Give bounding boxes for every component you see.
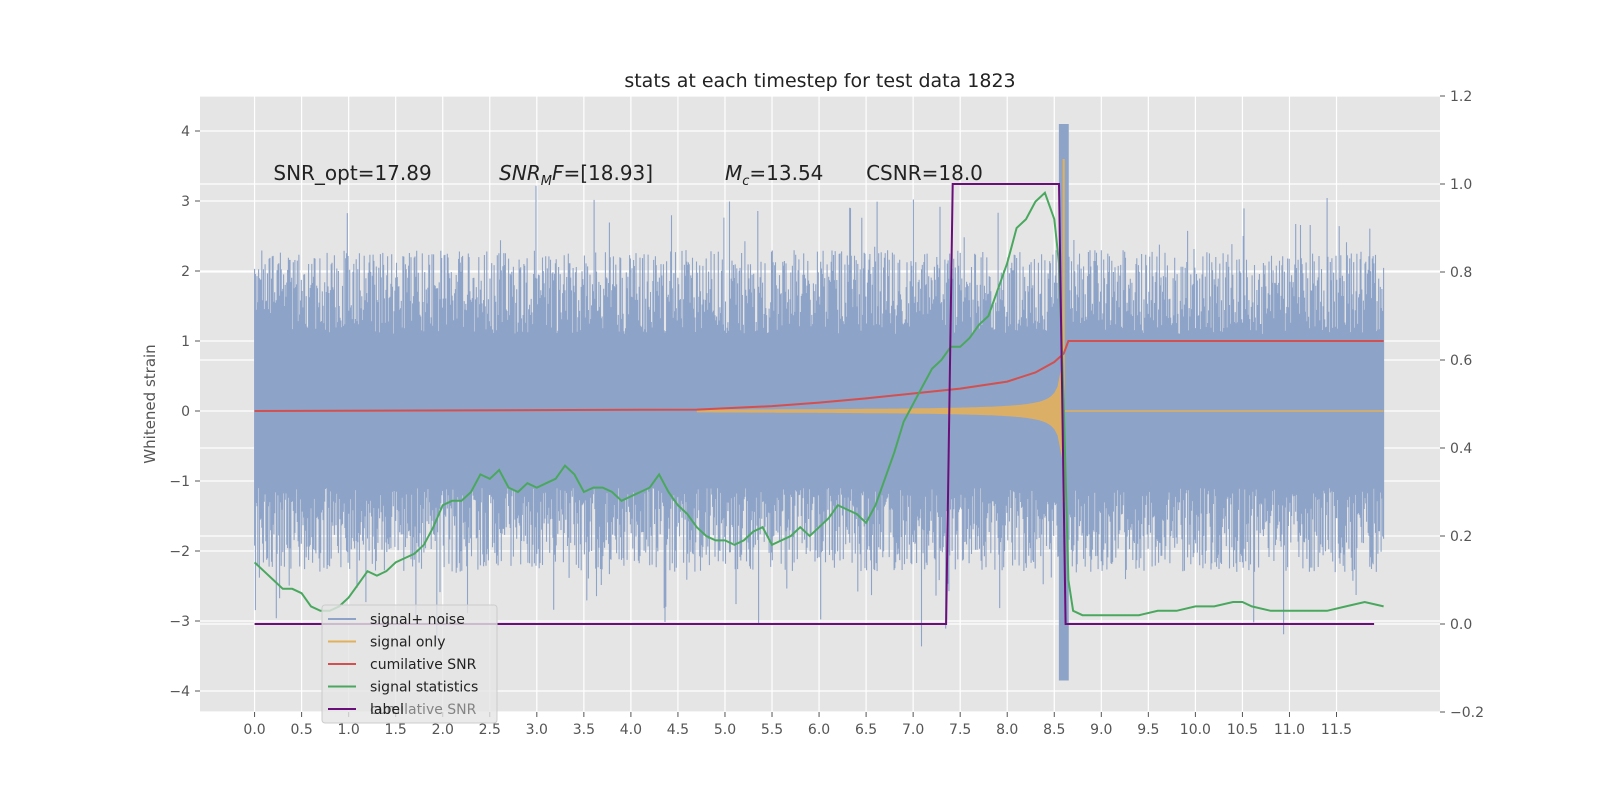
x-tick-label: 5.5: [761, 722, 783, 738]
y2-tick-label: −0.2: [1450, 705, 1484, 721]
legend-label: cumilative SNR: [370, 657, 477, 673]
x-tick-label: 6.0: [808, 722, 830, 738]
x-tick-label: 8.5: [1043, 722, 1065, 738]
annotations: SNR_opt=17.89 SNRMF=[18.93] Mc=13.54 CSNR=1…: [273, 161, 983, 189]
x-tick-label: 0.0: [243, 722, 265, 738]
y2-tick-label: 0.2: [1450, 529, 1472, 545]
x-tick-label: 3.5: [573, 722, 595, 738]
x-tick-label: 7.0: [902, 722, 924, 738]
y2-tick-label: 1.0: [1450, 177, 1472, 193]
y-tick-label: −4: [169, 684, 190, 700]
y2-tick-label: 1.2: [1450, 89, 1472, 105]
chirp-envelope: [696, 354, 1064, 468]
y-tick-label: 2: [181, 264, 190, 280]
x-tick-label: 0.5: [290, 722, 312, 738]
chart-title: stats at each timestep for test data 182…: [624, 70, 1015, 92]
x-tick-label: 11.5: [1321, 722, 1352, 738]
x-tick-label: 9.0: [1090, 722, 1112, 738]
x-tick-label: 3.0: [526, 722, 548, 738]
y-tick-label: 1: [181, 334, 190, 350]
y2-tick-label: 0.4: [1450, 441, 1472, 457]
series-cumilative-snr: [254, 340, 1384, 412]
x-tick-label: 4.5: [667, 722, 689, 738]
x-tick-label: 4.0: [620, 722, 642, 738]
x-tick-label: 2.0: [432, 722, 454, 738]
x-tick-label: 1.0: [338, 722, 360, 738]
y-tick-label: −3: [169, 614, 190, 630]
series-label: [254, 183, 1375, 625]
y2-ticks: 1.2 1.0 0.8 0.6 0.4 0.2 0.0 −0.2: [1440, 89, 1484, 721]
y-ticks: 4 3 2 1 0 −1 −2 −3 −4: [169, 124, 200, 700]
x-tick-label: 7.5: [949, 722, 971, 738]
x-tick-label: 8.0: [996, 722, 1018, 738]
legend-label: signal only: [370, 635, 445, 651]
x-ticks: 0.0 0.5 1.0 1.5 2.0 2.5 3.0 3.5 4.0 4.5 5.0 5.5 6.0 6…: [243, 712, 1352, 738]
y2-tick-label: 0.8: [1450, 265, 1472, 281]
series-signal-statistics: [253, 191, 1384, 617]
y-tick-label: −1: [169, 474, 190, 490]
x-tick-label: 2.5: [479, 722, 501, 738]
x-tick-label: 6.5: [855, 722, 877, 738]
legend-label: signal+ noise: [370, 612, 465, 628]
x-tick-label: 10.5: [1227, 722, 1258, 738]
y-tick-label: 3: [181, 194, 190, 210]
annotation: SNRMF=[18.93]: [499, 161, 653, 189]
annotation: Mc=13.54: [725, 161, 823, 189]
annotation: CSNR=18.0: [866, 161, 983, 185]
y-tick-label: −2: [169, 544, 190, 560]
legend-box: [321, 604, 498, 724]
y2-tick-label: 0.0: [1450, 617, 1472, 633]
y2-tick-label: 0.6: [1450, 353, 1472, 369]
legend-label: signal statistics: [370, 680, 478, 696]
x-tick-label: 11.0: [1274, 722, 1305, 738]
legend-label: label: [370, 702, 404, 718]
x-tick-label: 9.5: [1137, 722, 1159, 738]
x-tick-label: 5.0: [714, 722, 736, 738]
series-lines: [253, 183, 1384, 625]
legend-ghost-label: cumilative SNR: [370, 702, 477, 718]
y-tick-label: 0: [181, 404, 190, 420]
legend: signal+ noise signal only cumilative SNR si…: [321, 604, 498, 724]
x-tick-label: 1.5: [385, 722, 407, 738]
y-tick-label: 4: [181, 124, 190, 140]
x-tick-label: 10.0: [1180, 722, 1211, 738]
annotation: SNR_opt=17.89: [273, 161, 431, 185]
y-axis-label: Whitened strain: [141, 344, 159, 463]
